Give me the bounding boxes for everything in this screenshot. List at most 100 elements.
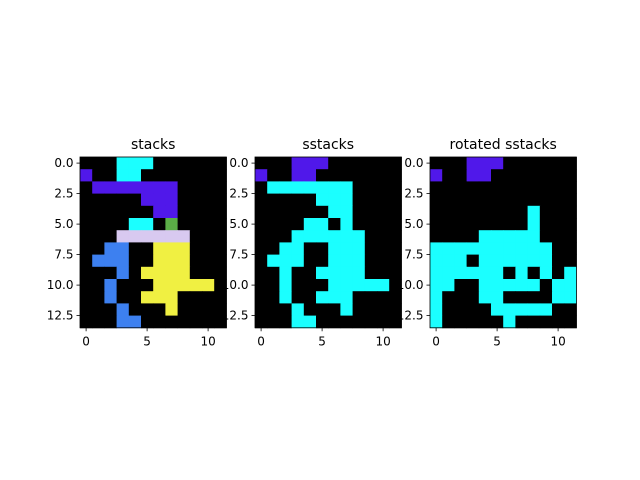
heatmap-cell — [430, 193, 443, 207]
heatmap-cell — [291, 279, 305, 292]
heatmap-cell — [291, 218, 305, 231]
heatmap-cell — [202, 303, 215, 316]
heatmap-cell — [328, 303, 341, 316]
heatmap-cell — [267, 254, 280, 268]
heatmap-cell — [202, 169, 215, 182]
heatmap-cell — [328, 254, 341, 268]
heatmap-cell — [552, 193, 565, 207]
y-tick-label: 12.5 — [222, 309, 249, 323]
heatmap-cell — [255, 315, 268, 329]
heatmap-cell — [503, 193, 516, 207]
heatmap-cell — [503, 181, 516, 194]
heatmap-cell — [202, 315, 215, 329]
heatmap-cell — [491, 279, 504, 292]
heatmap-cell — [116, 303, 130, 316]
heatmap-cell — [527, 157, 541, 170]
x-tick-label: 0 — [257, 334, 265, 348]
heatmap-cell — [491, 266, 504, 280]
heatmap-cell — [279, 205, 292, 219]
heatmap-cell — [291, 254, 305, 268]
heatmap-cell — [104, 193, 117, 207]
heatmap-cell — [165, 291, 178, 304]
heatmap-cell — [352, 230, 366, 243]
heatmap-cell — [442, 230, 455, 243]
heatmap-cell — [515, 157, 528, 170]
heatmap-cell — [255, 266, 268, 280]
heatmap-cell — [104, 291, 117, 304]
heatmap-cell — [279, 291, 292, 304]
heatmap-cell — [153, 242, 166, 255]
heatmap-cell — [340, 303, 353, 316]
heatmap-cell — [466, 315, 480, 329]
heatmap-cell — [165, 254, 178, 268]
heatmap-cell — [454, 291, 467, 304]
heatmap-cell — [491, 230, 504, 243]
heatmap-cell — [80, 291, 93, 304]
heatmap-cell — [279, 181, 292, 194]
heatmap-cell — [527, 254, 541, 268]
heatmap-cell — [202, 205, 215, 219]
heatmap-cell — [202, 254, 215, 268]
heatmap-cell — [364, 181, 378, 194]
heatmap-cell — [539, 205, 553, 219]
heatmap-cell — [92, 193, 105, 207]
heatmap-cell — [116, 242, 130, 255]
heatmap-cell — [202, 279, 215, 292]
heatmap-cell — [389, 254, 402, 268]
heatmap-cell — [177, 157, 191, 170]
heatmap-cell — [442, 266, 455, 280]
heatmap-cell — [478, 169, 492, 182]
heatmap-cell — [364, 169, 378, 182]
heatmap-cell — [430, 291, 443, 304]
heatmap-cell — [165, 181, 178, 194]
heatmap-cell — [454, 230, 467, 243]
heatmap-cell — [454, 205, 467, 219]
heatmap-cell — [389, 205, 402, 219]
heatmap-cell — [128, 266, 142, 280]
heatmap-cell — [503, 205, 516, 219]
y-tick-label: 2.5 — [229, 187, 248, 201]
heatmap-cell — [352, 279, 366, 292]
heatmap-cell — [328, 242, 341, 255]
heatmap-cell — [430, 181, 443, 194]
heatmap-cell — [177, 193, 191, 207]
heatmap-cell — [92, 242, 105, 255]
y-tick-label: 5.0 — [404, 217, 423, 231]
y-tick-label: 0.0 — [229, 156, 248, 170]
heatmap-cell — [564, 181, 577, 194]
heatmap-cell — [491, 291, 504, 304]
heatmap-cell — [364, 291, 378, 304]
heatmap-cell — [303, 291, 317, 304]
heatmap-cell — [515, 181, 528, 194]
heatmap-cell — [291, 181, 305, 194]
heatmap-cell — [141, 169, 154, 182]
heatmap-cell — [328, 266, 341, 280]
heatmap-cell — [189, 279, 203, 292]
heatmap-cell — [466, 266, 480, 280]
heatmap-cell — [515, 315, 528, 329]
heatmap-cell — [527, 242, 541, 255]
heatmap-cell — [92, 157, 105, 170]
y-tick-label: 2.5 — [404, 187, 423, 201]
heatmap-cell — [303, 315, 317, 329]
heatmap-cell — [515, 169, 528, 182]
heatmap-cell — [503, 242, 516, 255]
x-tick-label: 5 — [143, 334, 151, 348]
heatmap-cell — [352, 291, 366, 304]
heatmap-cell — [466, 169, 480, 182]
heatmap-cell — [328, 279, 341, 292]
heatmap-cell — [539, 181, 553, 194]
x-tick-label: 10 — [550, 334, 565, 348]
heatmap-cell — [291, 266, 305, 280]
heatmap-cell — [316, 157, 329, 170]
heatmap-cell — [303, 157, 317, 170]
heatmap-cell — [377, 291, 390, 304]
heatmap-cell — [466, 303, 480, 316]
heatmap-cell — [214, 266, 227, 280]
heatmap-cell — [316, 279, 329, 292]
heatmap-cell — [527, 279, 541, 292]
heatmap-cell — [255, 157, 268, 170]
heatmap-cell — [80, 242, 93, 255]
heatmap-cell — [352, 303, 366, 316]
heatmap-cell — [503, 218, 516, 231]
